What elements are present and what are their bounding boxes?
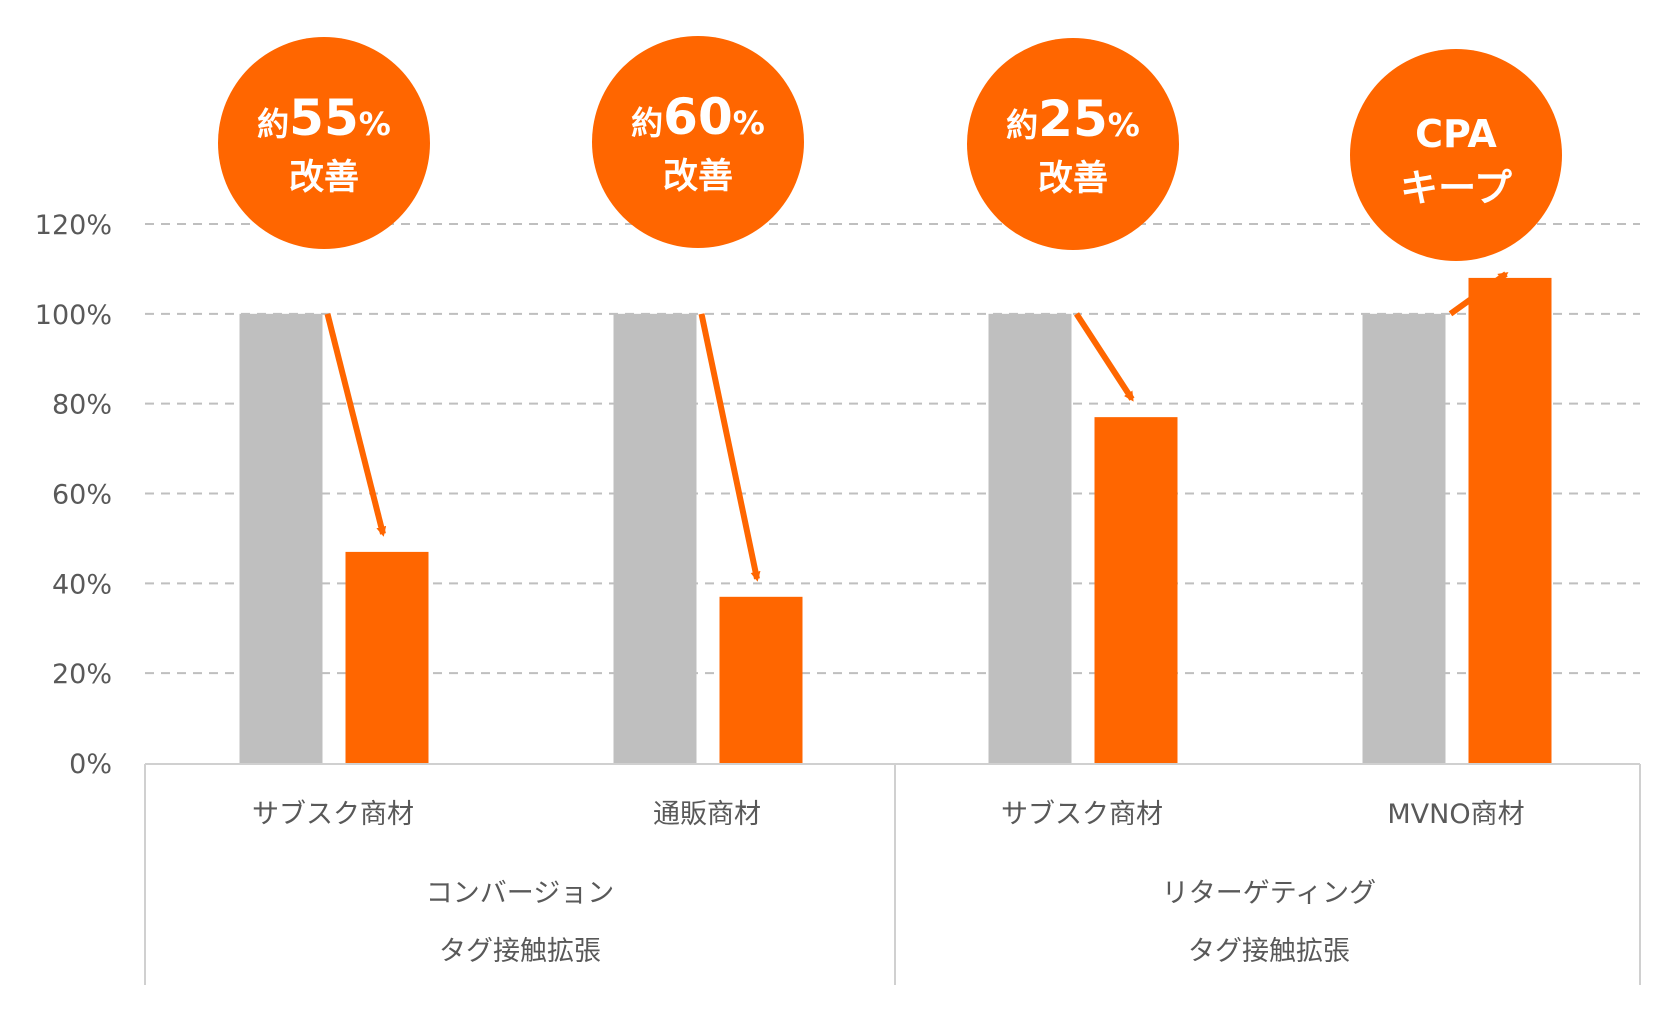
bar-before (988, 313, 1072, 763)
bubble-caption: 改善 (663, 157, 733, 197)
bar-after (345, 551, 429, 763)
x-category-label: 通販商材 (653, 799, 761, 830)
bubble-caption: キープ (1400, 166, 1512, 210)
y-tick-label: 20% (52, 659, 112, 690)
y-tick-label: 60% (52, 480, 112, 511)
improvement-bubble: 約55%改善 (218, 37, 430, 249)
improvement-bubble: 約60%改善 (592, 36, 804, 248)
bar-before (613, 313, 697, 763)
y-tick-label: 0% (69, 749, 112, 780)
change-arrow (1073, 312, 1135, 402)
gridlines: 0% 20% 40% 60% 80% 100% 120% (35, 210, 1640, 780)
bubble-number: 55 (289, 89, 359, 147)
bubble-value: 約55% (257, 89, 391, 147)
bubble-prefix: 約 (631, 104, 663, 142)
bubble-circle (967, 38, 1179, 250)
x-group-label: リターゲティング (1162, 878, 1376, 909)
x-axis: サブスク商材 通販商材 サブスク商材 MVNO商材コンバージョンタグ接触拡張リターゲテ… (144, 763, 1641, 985)
bar-after (719, 596, 803, 763)
bar-before (1362, 313, 1446, 763)
change-arrow (324, 313, 387, 537)
bubble-circle (592, 36, 804, 248)
x-group-label: コンバージョン (426, 878, 614, 909)
bubble-suffix: % (1108, 106, 1140, 144)
x-group-label: タグ接触拡張 (439, 936, 601, 967)
y-tick-label: 120% (35, 210, 112, 241)
bubble-circle (1350, 49, 1562, 261)
y-tick-label: 40% (52, 569, 112, 600)
bubble-caption: 改善 (1038, 159, 1108, 199)
y-tick-label: 80% (52, 390, 112, 421)
bubble-suffix: % (733, 104, 765, 142)
bars (239, 277, 1552, 763)
bubble-suffix: % (359, 105, 391, 143)
bar-after (1094, 417, 1178, 763)
bubble-circle (218, 37, 430, 249)
bar-after (1468, 277, 1552, 763)
improvement-bubble: CPA キープ (1350, 49, 1562, 261)
bubble-value: 約25% (1006, 90, 1140, 148)
change-arrow (698, 313, 761, 582)
bubble-value: 約60% (631, 88, 765, 146)
x-category-label: サブスク商材 (252, 799, 414, 830)
change-arrow (1448, 271, 1509, 317)
bubble-number: CPA (1415, 112, 1497, 156)
x-category-label: サブスク商材 (1001, 799, 1163, 830)
improvement-bubble: 約25%改善 (967, 38, 1179, 250)
y-tick-label: 100% (35, 300, 112, 331)
x-group-label: タグ接触拡張 (1188, 936, 1350, 967)
bubble-prefix: 約 (1006, 106, 1038, 144)
bar-before (239, 313, 323, 763)
bubble-number: 25 (1038, 90, 1108, 148)
bubble-number: 60 (663, 88, 733, 146)
change-arrows (324, 271, 1509, 582)
bubble-prefix: 約 (257, 105, 289, 143)
bubble-caption: 改善 (289, 158, 359, 198)
bubble-value: CPA (1415, 112, 1497, 156)
x-category-label: MVNO商材 (1387, 799, 1524, 830)
